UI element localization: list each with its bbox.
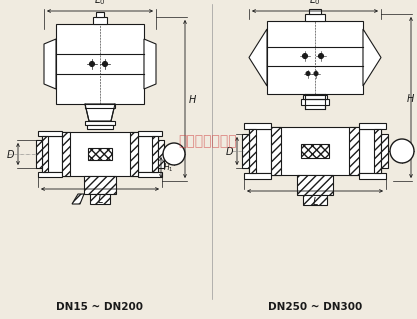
- Text: $D$: $D$: [6, 148, 15, 160]
- Bar: [62, 132, 70, 176]
- Polygon shape: [44, 39, 56, 89]
- Text: DN15 ~ DN200: DN15 ~ DN200: [56, 302, 143, 312]
- Bar: [38, 172, 62, 177]
- Bar: [309, 9, 321, 14]
- Bar: [301, 99, 329, 105]
- Bar: [359, 129, 381, 173]
- Bar: [42, 136, 62, 172]
- Text: $D$: $D$: [225, 145, 234, 157]
- Text: $L$: $L$: [97, 193, 103, 205]
- Bar: [305, 94, 325, 109]
- Bar: [303, 95, 327, 99]
- Text: $H$: $H$: [406, 92, 415, 103]
- Bar: [305, 14, 325, 21]
- Bar: [249, 129, 256, 173]
- Bar: [374, 129, 381, 173]
- Bar: [84, 176, 116, 194]
- Text: DN250 ~ DN300: DN250 ~ DN300: [268, 302, 362, 312]
- Bar: [303, 195, 327, 205]
- Bar: [244, 173, 271, 179]
- Circle shape: [390, 139, 414, 163]
- Circle shape: [319, 54, 324, 59]
- Bar: [90, 194, 110, 204]
- Bar: [87, 125, 113, 129]
- Circle shape: [306, 71, 310, 76]
- Circle shape: [314, 71, 318, 76]
- Text: $L_0$: $L_0$: [94, 0, 106, 8]
- Text: $L_0$: $L_0$: [309, 0, 321, 8]
- Bar: [244, 123, 271, 129]
- Bar: [381, 134, 388, 168]
- Polygon shape: [144, 39, 156, 89]
- Bar: [349, 127, 359, 175]
- Bar: [85, 104, 115, 108]
- Circle shape: [103, 62, 108, 66]
- Bar: [62, 132, 138, 176]
- Bar: [271, 127, 281, 175]
- Circle shape: [302, 54, 307, 59]
- Bar: [242, 134, 249, 168]
- Polygon shape: [85, 104, 115, 121]
- Bar: [297, 175, 333, 195]
- Polygon shape: [249, 29, 267, 86]
- Bar: [301, 144, 329, 158]
- Bar: [359, 173, 386, 179]
- Bar: [96, 12, 104, 17]
- Text: 上海沪工阀门厂: 上海沪工阀门厂: [179, 134, 237, 148]
- Bar: [138, 136, 158, 172]
- Bar: [138, 172, 162, 177]
- Bar: [130, 132, 138, 176]
- Bar: [249, 129, 271, 173]
- Polygon shape: [72, 194, 84, 204]
- Bar: [42, 136, 48, 172]
- Bar: [93, 17, 107, 24]
- Bar: [38, 131, 62, 136]
- Text: $L$: $L$: [311, 195, 319, 207]
- Bar: [152, 136, 158, 172]
- Bar: [36, 140, 42, 168]
- Bar: [85, 121, 115, 125]
- Circle shape: [163, 143, 185, 165]
- Circle shape: [90, 62, 95, 66]
- Bar: [56, 24, 144, 104]
- Bar: [138, 131, 162, 136]
- Bar: [359, 123, 386, 129]
- Text: $H$: $H$: [188, 93, 197, 105]
- Text: $H_1$: $H_1$: [163, 161, 174, 174]
- Bar: [158, 140, 164, 168]
- Polygon shape: [363, 29, 381, 86]
- Bar: [88, 148, 112, 160]
- Bar: [271, 127, 359, 175]
- Bar: [267, 21, 363, 94]
